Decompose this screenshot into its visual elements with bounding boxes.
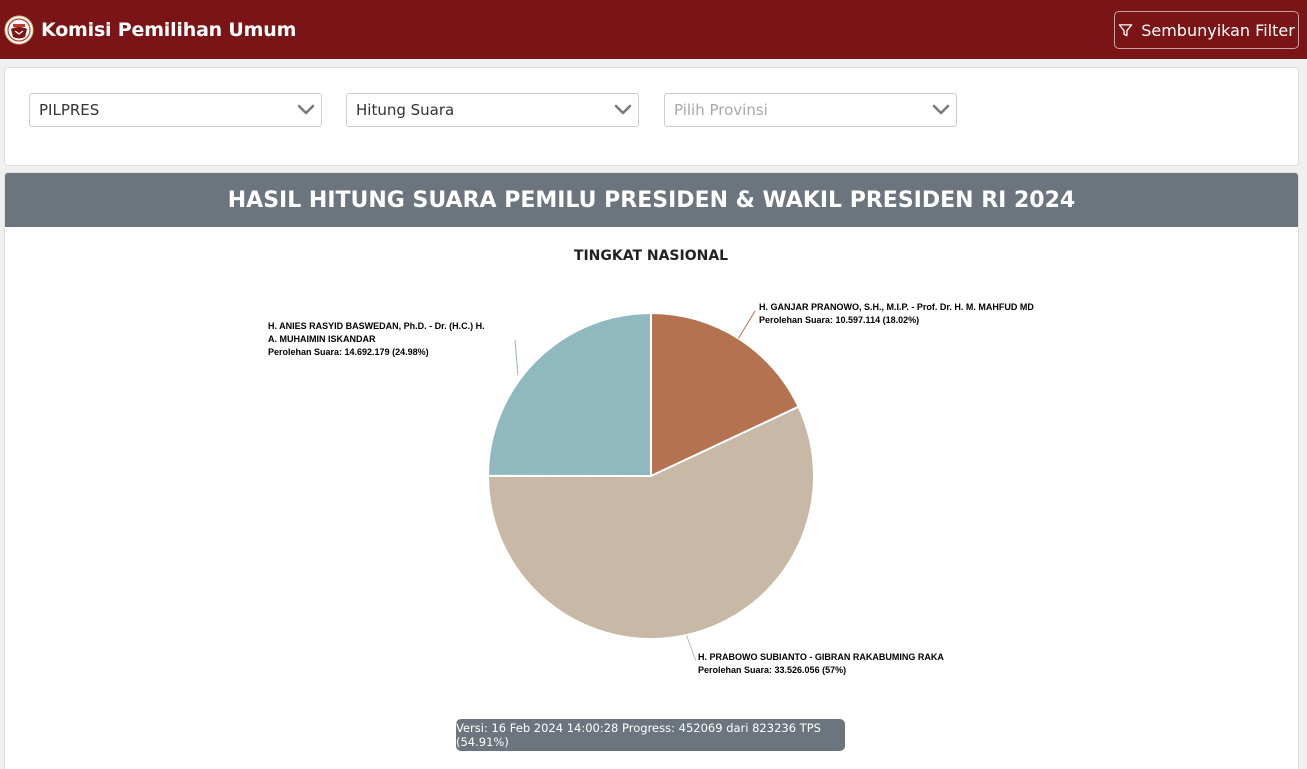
- province-placeholder: Pilih Provinsi: [674, 101, 768, 119]
- connector-line-prabowo: [685, 634, 697, 662]
- election-type-select[interactable]: PILPRES: [29, 93, 322, 127]
- election-type-value: PILPRES: [39, 101, 100, 119]
- slice-name-line: H. ANIES RASYID BASWEDAN, Ph.D. - Dr. (H…: [268, 321, 485, 331]
- funnel-icon: [1118, 23, 1133, 36]
- brand[interactable]: Komisi Pemilihan Umum: [4, 13, 296, 47]
- chevron-down-icon: [297, 104, 315, 115]
- slice-name-line: H. PRABOWO SUBIANTO - GIBRAN RAKABUMING …: [698, 652, 944, 662]
- top-navbar: Komisi Pemilihan Umum Sembunyikan Filter: [0, 0, 1307, 59]
- version-progress-badge: Versi: 16 Feb 2024 14:00:28 Progress: 45…: [456, 719, 845, 751]
- filter-card: PILPRES Hitung Suara Pilih Provinsi: [4, 67, 1299, 166]
- chevron-down-icon: [614, 104, 632, 115]
- slice-value-text: Perolehan Suara: 14.692.179 (24.98%): [268, 347, 429, 357]
- slice-label-ganjar: H. GANJAR PRANOWO, S.H., M.I.P. - Prof. …: [759, 302, 1034, 325]
- result-card: HASIL HITUNG SUARA PEMILU PRESIDEN & WAK…: [4, 172, 1299, 769]
- slice-value-text: Perolehan Suara: 33.526.056 (57%): [698, 665, 846, 675]
- pie-slice-prabowo[interactable]: [486, 405, 815, 640]
- brand-title: Komisi Pemilihan Umum: [41, 19, 297, 41]
- slice-label-prabowo: H. PRABOWO SUBIANTO - GIBRAN RAKABUMING …: [698, 652, 944, 675]
- slice-value-text: Perolehan Suara: 10.597.114 (18.02%): [759, 315, 919, 325]
- slice-label-anies: H. ANIES RASYID BASWEDAN, Ph.D. - Dr. (H…: [268, 321, 485, 357]
- pie-slice-anies[interactable]: [486, 311, 652, 478]
- connector-line-ganjar: [737, 310, 756, 339]
- slice-name-line: A. MUHAIMIN ISKANDAR: [268, 334, 376, 344]
- pie-slice-ganjar[interactable]: [650, 311, 800, 478]
- count-type-value: Hitung Suara: [356, 101, 455, 119]
- pie-chart: TINGKAT NASIONAL H. ANIES RASYID BASWEDA…: [268, 248, 1034, 675]
- slice-name-line: H. GANJAR PRANOWO, S.H., M.I.P. - Prof. …: [759, 302, 1034, 312]
- kpu-logo-icon: [4, 15, 34, 45]
- hide-filter-button[interactable]: Sembunyikan Filter: [1114, 11, 1299, 49]
- result-heading: HASIL HITUNG SUARA PEMILU PRESIDEN & WAK…: [5, 173, 1298, 227]
- connector-line-anies: [514, 339, 519, 375]
- chevron-down-icon: [932, 104, 950, 115]
- chart-title: TINGKAT NASIONAL: [574, 248, 728, 264]
- count-type-select[interactable]: Hitung Suara: [346, 93, 639, 127]
- province-select[interactable]: Pilih Provinsi: [664, 93, 957, 127]
- hide-filter-label: Sembunyikan Filter: [1141, 20, 1295, 40]
